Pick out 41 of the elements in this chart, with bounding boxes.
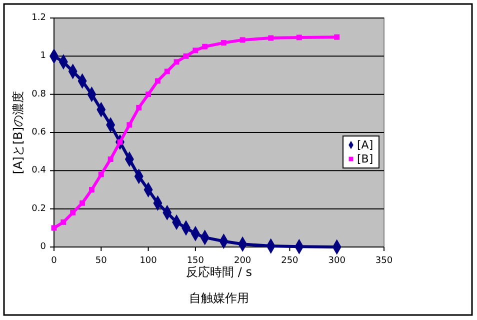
point: [240, 37, 246, 43]
y-tick-label: 0.2: [32, 204, 46, 214]
point: [164, 68, 170, 74]
y-axis-title: [A]と[B]の濃度: [11, 90, 25, 174]
x-tick-label: 100: [140, 256, 158, 266]
legend-label: [B]: [357, 152, 374, 166]
point: [51, 225, 57, 231]
point: [202, 44, 208, 50]
y-tick-label: 0.8: [32, 89, 46, 100]
point: [183, 53, 189, 59]
x-tick-label: 350: [375, 256, 393, 266]
y-tick-label: 0.6: [32, 128, 46, 138]
point: [296, 34, 302, 40]
point: [60, 219, 66, 225]
point: [192, 48, 198, 54]
point: [108, 156, 114, 162]
point: [220, 40, 226, 46]
x-tick-label: 50: [95, 256, 108, 266]
x-tick-label: 300: [328, 256, 346, 266]
x-tick-label: 200: [234, 256, 252, 266]
x-axis-title: 反応時間 / s: [186, 265, 252, 279]
y-tick-label: 0: [40, 242, 46, 252]
point: [136, 104, 142, 110]
point: [70, 210, 76, 216]
y-tick-label: 0.4: [32, 166, 46, 176]
point: [268, 35, 274, 41]
point: [334, 34, 340, 40]
x-tick-label: 250: [281, 256, 299, 266]
point: [126, 122, 132, 128]
point: [146, 92, 152, 98]
text: 自触媒作用: [189, 291, 249, 305]
point: [80, 200, 86, 206]
point: [98, 172, 104, 178]
point: [174, 59, 180, 65]
point: [154, 78, 160, 84]
point: [88, 187, 94, 192]
x-tick-label: 0: [51, 256, 58, 266]
y-tick-label: 1: [40, 51, 46, 62]
y-tick-label: 1.2: [32, 13, 46, 23]
x-tick-label: 150: [186, 256, 204, 266]
legend-label: [A]: [357, 138, 374, 152]
